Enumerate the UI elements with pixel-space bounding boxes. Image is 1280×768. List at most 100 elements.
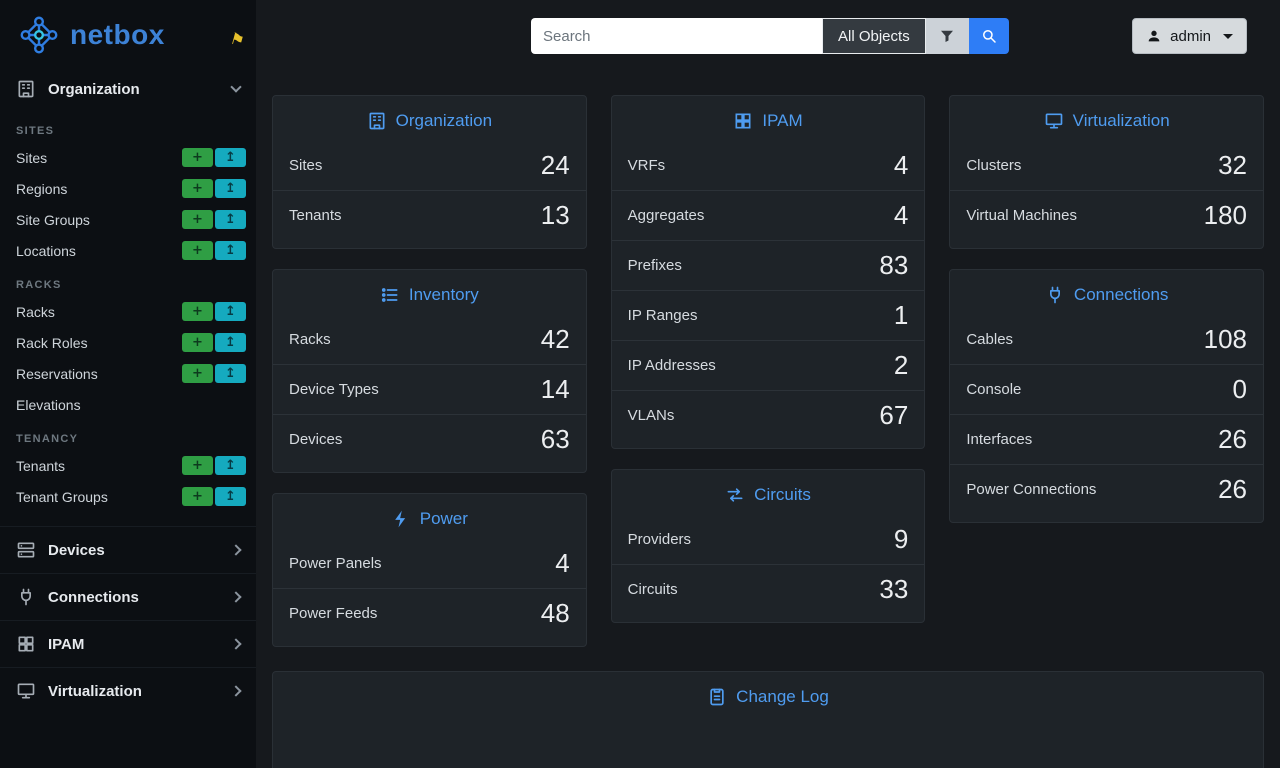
stat-label-providers[interactable]: Providers (627, 530, 692, 548)
sidebar-item-regions[interactable]: Regions + ↥ (0, 173, 256, 204)
add-button[interactable]: + (182, 487, 213, 506)
sidebar-item-label[interactable]: Tenant Groups (16, 488, 108, 505)
organization-card-title[interactable]: Organization (395, 111, 493, 130)
virtualization-card: Virtualization Clusters 32 Virtual Machi… (949, 95, 1265, 249)
add-button[interactable]: + (182, 210, 213, 229)
plug-icon (21, 588, 32, 606)
sidebar-item-tenants[interactable]: Tenants + ↥ (0, 450, 256, 481)
book-icon (710, 688, 724, 706)
stat-label-prefixes[interactable]: Prefixes (627, 257, 682, 274)
add-button[interactable]: + (182, 148, 213, 167)
stat-label-power-panels[interactable]: Power Panels (289, 554, 382, 572)
chevron-right-icon (230, 591, 242, 603)
add-button[interactable]: + (182, 179, 213, 198)
stat-value-virtual-machines: 180 (1203, 200, 1248, 230)
list-icon (381, 288, 398, 302)
netbox-logo[interactable]: netbox (16, 12, 165, 58)
sidebar-item-site-groups[interactable]: Site Groups + ↥ (0, 204, 256, 235)
search-input[interactable] (531, 18, 822, 54)
funnel-icon (940, 30, 954, 43)
connections-card-title[interactable]: Connections (1073, 285, 1169, 304)
import-button[interactable]: ↥ (215, 333, 246, 352)
stat-label-tenants[interactable]: Tenants (289, 207, 342, 224)
chevron-right-icon (230, 638, 242, 650)
sidebar-item-ipam[interactable]: IPAM (0, 620, 256, 667)
stat-label-ip-ranges[interactable]: IP Ranges (627, 307, 698, 324)
sidebar-item-reservations[interactable]: Reservations + ↥ (0, 358, 256, 389)
upload-icon: ↥ (225, 212, 236, 227)
sidebar-item-label[interactable]: Locations (16, 242, 76, 259)
stat-label-power-connections[interactable]: Power Connections (966, 481, 1097, 498)
sidebar-item-label[interactable]: Regions (16, 180, 68, 197)
filter-button[interactable] (925, 18, 969, 54)
stat-label-power-feeds[interactable]: Power Feeds (289, 605, 378, 622)
sidebar-item-racks[interactable]: Racks + ↥ (0, 296, 256, 327)
import-button[interactable]: ↥ (215, 456, 246, 475)
import-button[interactable]: ↥ (215, 364, 246, 383)
import-button[interactable]: ↥ (215, 487, 246, 506)
import-button[interactable]: ↥ (215, 148, 246, 167)
import-button[interactable]: ↥ (215, 210, 246, 229)
quick-actions: + ↥ (182, 148, 246, 167)
plus-icon: + (192, 335, 203, 350)
stat-label-racks[interactable]: Racks (289, 330, 331, 348)
add-button[interactable]: + (182, 456, 213, 475)
import-button[interactable]: ↥ (215, 241, 246, 260)
virtualization-card-title[interactable]: Virtualization (1072, 111, 1170, 130)
sidebar-item-label[interactable]: Sites (16, 149, 48, 166)
import-button[interactable]: ↥ (215, 302, 246, 321)
user-menu-button[interactable]: admin (1132, 18, 1247, 54)
sidebar-item-label[interactable]: Racks (16, 303, 55, 320)
upload-icon: ↥ (225, 489, 236, 504)
sidebar-item-label[interactable]: Elevations (16, 396, 81, 413)
sidebar-item-label[interactable]: Tenants (16, 457, 66, 474)
stat-label-devices[interactable]: Devices (289, 431, 343, 448)
stat-label-ip-addresses[interactable]: IP Addresses (627, 357, 716, 374)
search-submit-button[interactable] (968, 18, 1009, 54)
dashboard-column-3: Virtualization Clusters 32 Virtual Machi… (949, 95, 1265, 647)
sidebar-item-devices[interactable]: Devices (0, 526, 256, 573)
sidebar-item-organization[interactable]: Organization (0, 66, 256, 112)
pin-sidebar-icon[interactable]: ⚑ (227, 30, 246, 51)
sidebar-item-locations[interactable]: Locations + ↥ (0, 235, 256, 266)
circuits-card-title[interactable]: Circuits (754, 485, 811, 504)
plus-icon: + (192, 181, 203, 196)
stat-label-sites[interactable]: Sites (289, 156, 323, 174)
changelog-card-title[interactable]: Change Log (736, 687, 829, 706)
sidebar-item-sites[interactable]: Sites + ↥ (0, 142, 256, 173)
organization-card: Organization Sites 24 Tenants 13 (272, 95, 587, 249)
stat-label-clusters[interactable]: Clusters (966, 156, 1022, 174)
sidebar-item-rack-roles[interactable]: Rack Roles + ↥ (0, 327, 256, 358)
stat-value-console: 0 (1232, 374, 1248, 404)
sidebar-item-elevations[interactable]: Elevations (0, 389, 256, 420)
upload-icon: ↥ (225, 243, 236, 258)
add-button[interactable]: + (182, 302, 213, 321)
power-card-title[interactable]: Power (419, 509, 468, 528)
stat-row: Interfaces 26 (950, 414, 1264, 464)
stat-label-vlans[interactable]: VLANs (627, 407, 675, 424)
sidebar-item-label[interactable]: Site Groups (16, 211, 90, 228)
ipam-card-title[interactable]: IPAM (762, 111, 803, 130)
sidebar-item-virtualization[interactable]: Virtualization (0, 667, 256, 714)
add-button[interactable]: + (182, 333, 213, 352)
add-button[interactable]: + (182, 364, 213, 383)
sidebar-item-label[interactable]: Reservations (16, 365, 98, 382)
add-button[interactable]: + (182, 241, 213, 260)
stat-label-cables[interactable]: Cables (966, 330, 1014, 348)
stat-label-circuits[interactable]: Circuits (627, 581, 678, 598)
sidebar-item-tenant-groups[interactable]: Tenant Groups + ↥ (0, 481, 256, 512)
stat-label-device-types[interactable]: Device Types (289, 381, 379, 398)
import-button[interactable]: ↥ (215, 179, 246, 198)
inventory-card-title[interactable]: Inventory (408, 285, 479, 304)
stat-label-console[interactable]: Console (966, 381, 1022, 398)
stat-row: Racks 42 (273, 314, 586, 364)
stat-label-virtual-machines[interactable]: Virtual Machines (966, 207, 1077, 224)
sidebar-item-label[interactable]: Rack Roles (16, 334, 88, 351)
stat-label-aggregates[interactable]: Aggregates (627, 207, 705, 224)
search-scope-button[interactable]: All Objects (822, 18, 926, 54)
search-icon (982, 30, 996, 43)
plus-icon: + (192, 150, 203, 165)
stat-label-interfaces[interactable]: Interfaces (966, 431, 1033, 448)
stat-label-vrfs[interactable]: VRFs (627, 156, 666, 174)
sidebar-item-connections[interactable]: Connections (0, 573, 256, 620)
